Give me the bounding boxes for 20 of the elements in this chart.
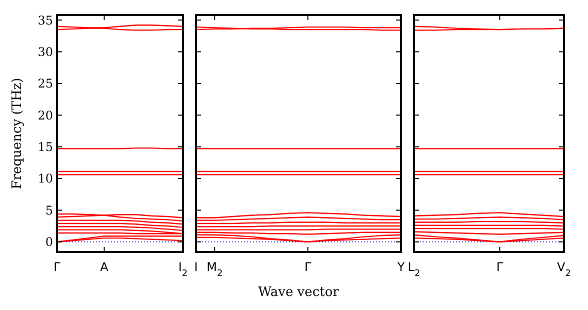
x-tick-label: M$_{2}$ [206, 260, 223, 279]
y-tick-label: 20 [38, 108, 53, 122]
x-tick-label: I [194, 260, 198, 274]
y-tick-label: 25 [38, 76, 53, 91]
x-tick-label: Γ [304, 260, 312, 274]
x-tick-label: Γ [496, 260, 504, 274]
x-tick-label: Y [396, 260, 406, 274]
y-tick-label: 35 [38, 13, 53, 28]
y-axis-title: Frequency (THz) [10, 78, 25, 190]
y-tick-label: 5 [45, 203, 53, 218]
x-tick-label: Γ [54, 260, 61, 274]
x-tick-label: I$_{2}$ [178, 260, 188, 279]
y-tick-label: 10 [38, 172, 53, 186]
x-tick-label: A [100, 260, 110, 274]
y-tick-label: 30 [38, 44, 53, 59]
x-tick-label: V$_{2}$ [557, 260, 571, 279]
y-tick-label: 0 [45, 235, 53, 250]
y-tick-label: 15 [38, 140, 53, 154]
x-axis-title: Wave vector [258, 285, 340, 300]
x-tick-label: L$_{2}$ [408, 260, 420, 279]
